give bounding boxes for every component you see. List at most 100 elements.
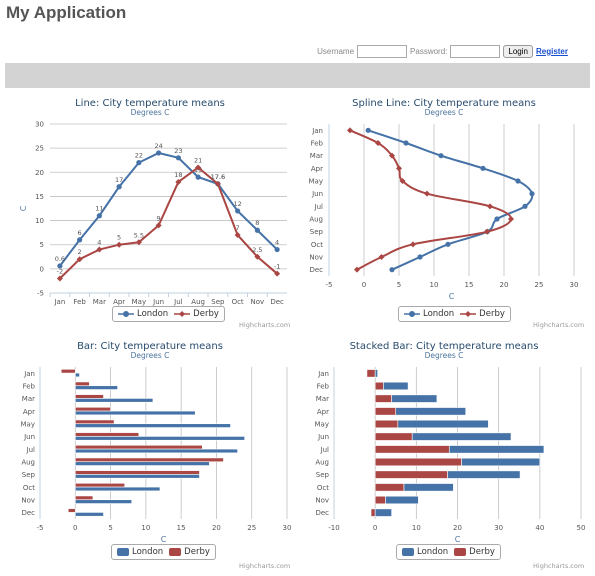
legend-item-derby[interactable]: Derby [460,309,505,319]
username-input[interactable] [357,44,408,58]
point-marker [529,191,535,197]
y-tick-label: Aug [315,459,329,467]
legend-item-derby[interactable]: Derby [169,547,210,557]
bar [374,369,378,378]
x-tick-label: 15 [465,281,474,289]
bar [74,432,140,437]
x-tick-label: 25 [535,281,544,289]
legend-item-derby[interactable]: Derby [174,309,219,319]
bar [74,448,238,454]
series-line [367,129,534,271]
x-tick-label: 20 [212,524,221,532]
legend-label: Derby [469,547,495,557]
legend-label: Derby [479,309,505,319]
legend-item-london[interactable]: London [402,547,448,557]
bar [397,419,489,429]
x-tick-label: 0 [73,524,77,532]
y-tick-label: May [21,421,35,429]
data-label: 8 [255,219,259,227]
y-tick-label: Jun [317,433,329,441]
password-input[interactable] [450,44,501,58]
legend-spline-chart: London Derby [398,306,511,322]
y-tick-label: Nov [21,497,35,505]
y-tick-label: Sep [310,228,324,236]
data-label: 5 [117,234,121,242]
app-title: My Application [6,3,127,22]
x-tick-label: 15 [177,524,186,532]
y-tick-label: 20 [35,169,44,177]
point-marker [77,237,83,243]
square-marker-icon [169,548,182,556]
point-marker [417,254,423,260]
x-tick-label: -10 [328,524,339,532]
legend-label: London [137,309,169,319]
y-tick-label: Feb [317,383,330,391]
legend-item-london[interactable]: London [118,309,168,319]
point-marker [389,152,395,159]
credits-link[interactable]: Highcharts.com [533,562,585,570]
legend-line-chart: London Derby [112,306,225,322]
chart-title: Spline Line: City temperature means [352,98,536,109]
y-tick-label: Dec [315,509,329,517]
credits-link[interactable]: Highcharts.com [239,562,291,570]
legend-item-derby[interactable]: Derby [454,547,495,557]
y-tick-label: Nov [315,497,329,505]
line-marker-icon [460,311,477,317]
data-label: 24 [154,142,162,150]
legend-item-london[interactable]: London [404,309,454,319]
bar [374,508,392,517]
data-label: 4 [97,239,101,247]
bar [374,419,399,429]
data-label: -1 [274,263,280,271]
bar [74,499,133,504]
bar [74,457,224,463]
x-axis-title: C [449,292,455,301]
x-axis-title: C [161,535,167,544]
credits-link[interactable]: Highcharts.com [533,321,585,329]
data-label: 21 [194,156,202,164]
bar [74,410,196,416]
x-tick-label: Aug [191,298,205,306]
y-tick-label: Sep [316,471,330,479]
bar [74,482,125,488]
login-button[interactable]: Login [503,44,533,58]
point-marker [235,208,241,214]
series-line [59,151,278,267]
y-tick-label: Dec [309,266,323,274]
data-label: 0.6 [55,255,65,263]
x-axis-title: C [455,535,461,544]
bar [74,423,231,428]
point-marker [480,165,486,171]
y-tick-label: Apr [311,165,323,173]
data-label: 23 [174,147,182,155]
point-marker [274,270,281,277]
bar [374,432,413,441]
legend-item-london[interactable]: London [117,547,163,557]
x-tick-label: Dec [270,298,284,306]
point-marker [175,178,182,185]
register-link[interactable]: Register [535,46,568,56]
data-label: 11 [95,205,103,213]
point-marker [410,241,416,248]
x-tick-label: -5 [326,281,333,289]
y-tick-label: Jan [317,370,329,378]
data-label: 2.5 [252,246,262,254]
point-marker [484,228,491,235]
point-marker [375,140,381,146]
point-marker [365,127,371,133]
x-tick-label: 5 [397,281,401,289]
x-tick-label: 0 [373,524,377,532]
x-tick-label: Feb [73,298,86,306]
y-axis-title: C [19,205,28,211]
legend-label: London [423,309,455,319]
bar [374,495,386,505]
credits-link[interactable]: Highcharts.com [239,321,291,329]
line-marker-icon [404,311,420,317]
point-marker [76,256,83,263]
chart-title: Bar: City temperature means [77,341,223,352]
x-tick-label: 20 [500,281,509,289]
x-tick-label: 10 [412,524,421,532]
bar [374,457,462,467]
data-label: 2 [78,248,82,256]
